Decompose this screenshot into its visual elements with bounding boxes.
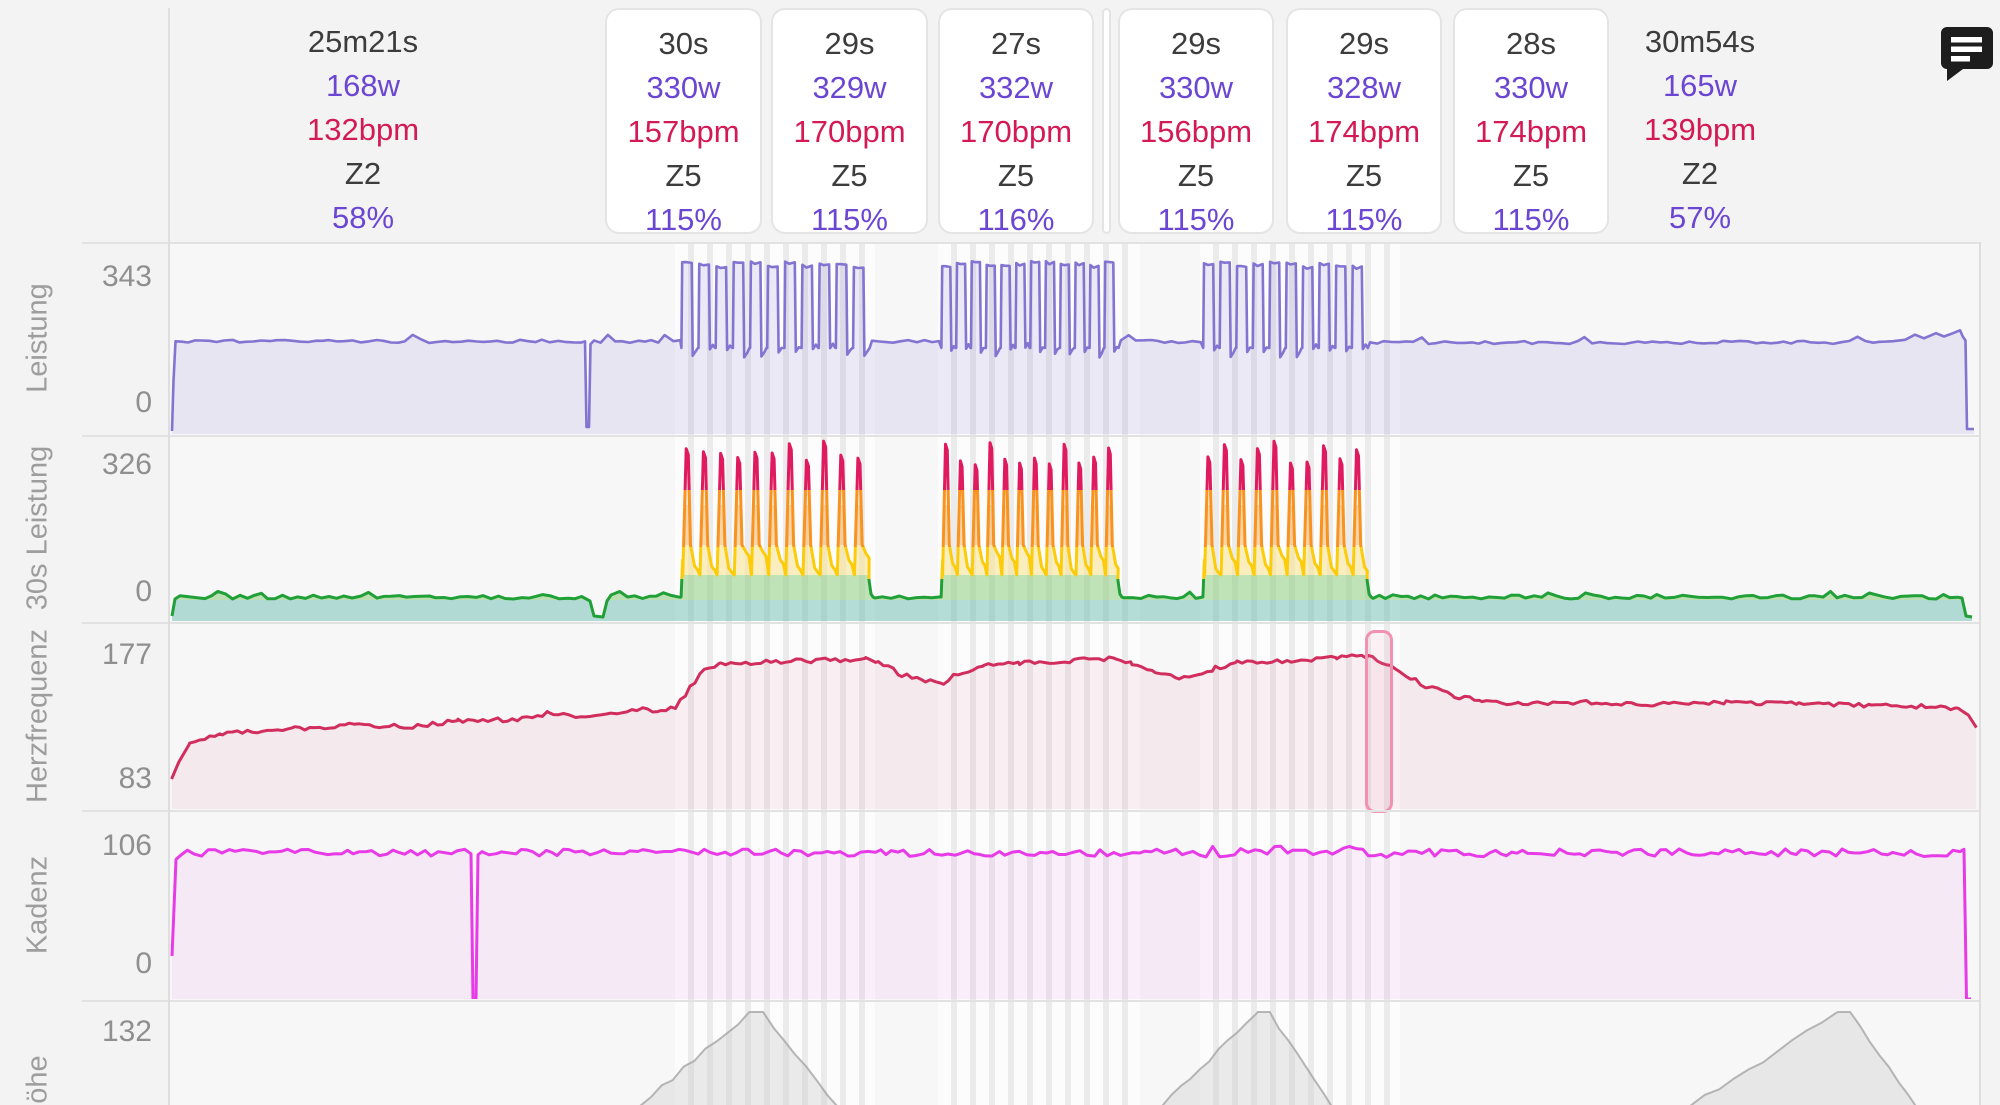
comments-button[interactable] <box>1937 25 1995 83</box>
interval-flag[interactable]: 27s 332w 170bpm Z5 116% <box>938 8 1094 237</box>
interval-power: 330w <box>1493 70 1569 105</box>
interval-block-stripes-2 <box>938 242 1140 1105</box>
row-divider <box>82 1000 1980 1002</box>
interval-zone: Z2 <box>344 156 382 191</box>
interval-pct: 115% <box>645 202 722 237</box>
interval-zone: Z2 <box>1681 156 1719 191</box>
interval-flag[interactable]: 29s 328w 174bpm Z5 115% <box>1286 8 1442 237</box>
interval-flag[interactable]: 29s 329w 170bpm Z5 115% <box>771 8 928 237</box>
interval-power: 329w <box>812 70 887 105</box>
interval-flag[interactable]: 30s 330w 157bpm Z5 115% <box>605 8 762 237</box>
interval-hr: 174bpm <box>1474 114 1588 149</box>
row-divider <box>82 622 1980 624</box>
interval-power: 328w <box>1326 70 1402 105</box>
elevation-chart[interactable] <box>639 1011 1919 1105</box>
interval-zone: Z5 <box>831 158 868 193</box>
interval-zone: Z5 <box>997 158 1035 193</box>
interval-hr: 156bpm <box>1139 114 1253 149</box>
row-divider <box>82 435 1980 437</box>
interval-pct: 115% <box>811 202 888 237</box>
y-min-label: 83 <box>118 762 152 795</box>
y-min-label: 0 <box>135 947 152 980</box>
row-label-2: Herzfrequenz <box>21 628 54 804</box>
y-max-label: 177 <box>101 638 152 671</box>
interval-pct: 115% <box>1325 202 1403 237</box>
interval-pct: 58% <box>331 200 395 235</box>
y-max-label: 326 <box>101 448 152 481</box>
interval-flag: 30m54s 165w 139bpm Z2 57% <box>1550 8 1850 235</box>
interval-pct: 115% <box>1492 202 1570 237</box>
row-label-4: Höhe <box>21 1055 54 1105</box>
interval-hr: 139bpm <box>1643 112 1757 147</box>
heart-rate-chart[interactable] <box>170 653 1978 809</box>
interval-power: 165w <box>1662 68 1738 103</box>
interval-hr: 157bpm <box>627 114 740 149</box>
y-min-label: 0 <box>135 575 152 608</box>
interval-duration: 29s <box>1171 26 1221 61</box>
interval-flag[interactable]: 29s 330w 156bpm Z5 115% <box>1118 8 1274 237</box>
y-min-label: 0 <box>135 386 152 419</box>
row-label-1: 30s Leistung <box>21 445 54 611</box>
interval-zone: Z5 <box>1345 158 1383 193</box>
y-max-label: 106 <box>101 829 152 862</box>
interval-hr: 170bpm <box>959 114 1073 149</box>
interval-pct: 57% <box>1668 200 1732 235</box>
interval-power: 332w <box>978 70 1054 105</box>
interval-hr: 170bpm <box>793 114 906 149</box>
interval-power: 168w <box>325 68 401 103</box>
hr-interval-selection-box[interactable] <box>1365 630 1393 813</box>
interval-power: 330w <box>646 70 721 105</box>
y-max-label: 343 <box>101 260 152 293</box>
interval-hr: 174bpm <box>1307 114 1421 149</box>
row-label-3: Kadenz <box>21 855 54 955</box>
interval-zone: Z5 <box>665 158 702 193</box>
comment-icon <box>1941 27 1993 81</box>
interval-duration: 29s <box>824 26 875 61</box>
interval-hr: 132bpm <box>306 112 420 147</box>
chart-right-border <box>1979 242 1981 1105</box>
interval-block-stripes-1 <box>675 242 875 1105</box>
interval-duration: 25m21s <box>307 24 419 59</box>
power-chart[interactable] <box>170 259 1974 436</box>
interval-duration: 29s <box>1339 26 1389 61</box>
interval-zone: Z5 <box>1177 158 1215 193</box>
interval-duration: 30m54s <box>1644 24 1756 59</box>
interval-duration: 27s <box>991 26 1041 61</box>
interval-pct: 115% <box>1157 202 1235 237</box>
interval-zone: Z5 <box>1512 158 1550 193</box>
power-30s-chart[interactable] <box>168 439 1980 623</box>
row-divider <box>82 810 1980 812</box>
interval-duration: 28s <box>1506 26 1556 61</box>
y-axis-line <box>168 8 170 1105</box>
interval-flag-sliver[interactable] <box>1102 8 1111 234</box>
interval-duration: 30s <box>658 26 709 61</box>
y-max-label: 132 <box>101 1015 152 1048</box>
interval-power: 330w <box>1158 70 1234 105</box>
interval-flag: 25m21s 168w 132bpm Z2 58% <box>213 8 513 235</box>
cadence-chart[interactable] <box>170 844 1971 999</box>
row-divider <box>82 242 1980 244</box>
row-label-0: Leistung <box>21 283 54 393</box>
interval-pct: 116% <box>977 202 1055 237</box>
interval-flag[interactable]: 28s 330w 174bpm Z5 115% <box>1453 8 1609 237</box>
